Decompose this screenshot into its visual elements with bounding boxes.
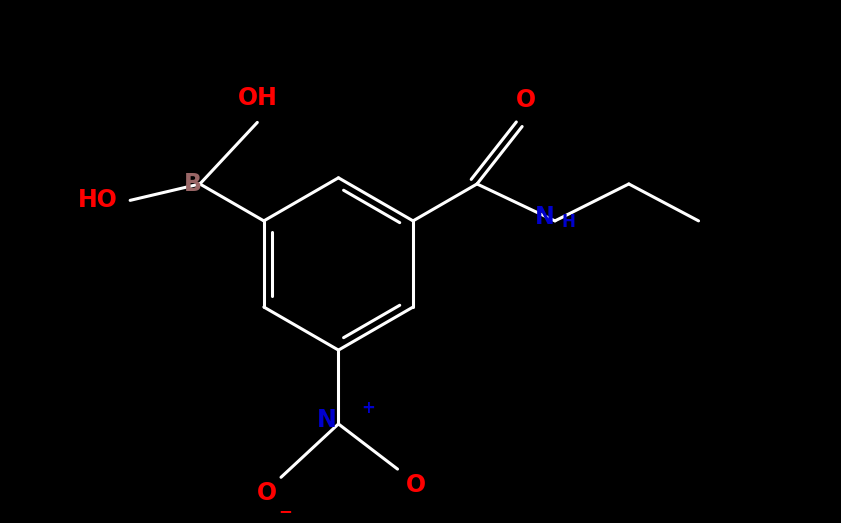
Text: +: +	[362, 399, 375, 416]
Text: O: O	[257, 481, 277, 505]
Text: N: N	[317, 408, 336, 432]
Text: B: B	[184, 172, 203, 196]
Text: H: H	[562, 213, 575, 231]
Text: N: N	[535, 205, 555, 229]
Text: OH: OH	[237, 86, 278, 110]
Text: O: O	[405, 473, 426, 497]
Text: O: O	[516, 88, 537, 112]
Text: HO: HO	[78, 188, 118, 212]
Text: −: −	[278, 502, 292, 520]
